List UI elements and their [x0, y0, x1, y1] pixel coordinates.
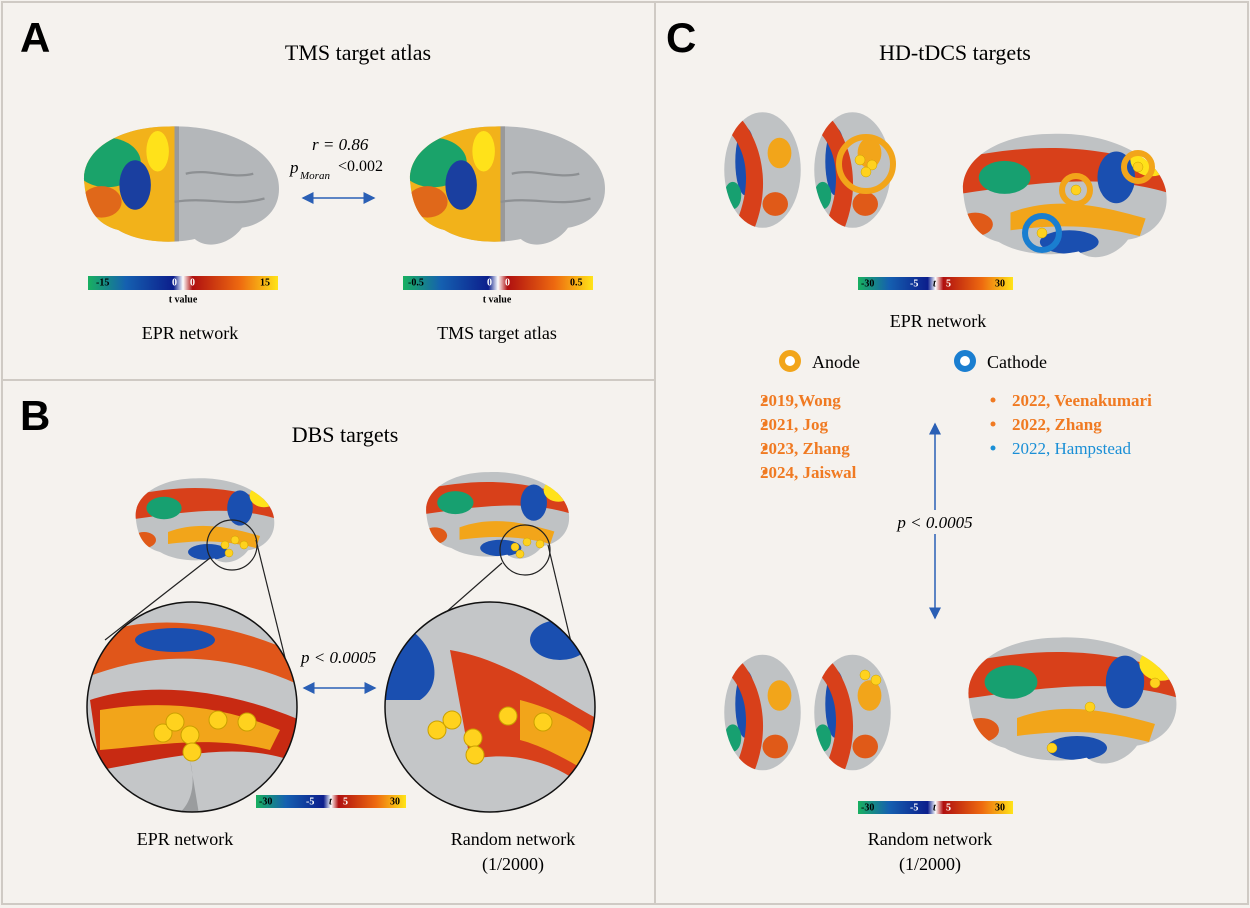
- p-subscript: Moran: [299, 170, 330, 182]
- caption-note: (1/2000): [899, 854, 961, 875]
- legend-label: Anode: [812, 352, 860, 372]
- label-backdrop: [885, 510, 985, 534]
- target-markers: [153, 706, 553, 765]
- colorbar-label: t value: [483, 294, 512, 305]
- target-markers: [220, 535, 545, 559]
- colorbar-tick: 5: [343, 796, 348, 807]
- anode-studies: 2019,Wong 2021, Jog 2023, Zhang 2024, Ja…: [760, 391, 857, 482]
- colorbar-tick: -5: [910, 802, 918, 813]
- legend-swatch: [954, 350, 976, 372]
- p-stat: p < 0.0005: [896, 513, 972, 532]
- target-markers: [854, 154, 1144, 239]
- colorbar-tick: 5: [946, 802, 951, 813]
- zoom-view: [385, 602, 595, 812]
- panel-label: C: [666, 14, 696, 61]
- colorbar-tick: -30: [259, 796, 272, 807]
- study: 2024, Jaiswal: [760, 463, 857, 482]
- legend-label: Cathode: [987, 352, 1047, 372]
- caption: Random network: [868, 829, 992, 849]
- caption: EPR network: [890, 311, 987, 331]
- panel-title: DBS targets: [292, 422, 399, 447]
- r-stat: r = 0.86: [312, 135, 369, 154]
- colorbar-tick: -15: [96, 277, 109, 288]
- study: 2019,Wong: [760, 391, 841, 410]
- colorbar-tick: 0: [505, 277, 510, 288]
- study: 2022, Veenakumari: [1012, 391, 1152, 410]
- zoom-circle: [86, 601, 298, 813]
- colorbar-tick: -0.5: [408, 277, 424, 288]
- colorbar-tick: 30: [995, 802, 1005, 813]
- caption: Random network: [451, 829, 575, 849]
- target-markers: [859, 669, 1161, 754]
- caption: EPR network: [142, 323, 239, 343]
- colorbar-tick: 0: [172, 277, 177, 288]
- colorbar: [403, 276, 593, 290]
- legend-swatch: [779, 350, 801, 372]
- panel-a: A TMS target atlas r = 0.86 p Moran <0.0…: [20, 14, 605, 343]
- colorbar-tick: -30: [861, 278, 874, 289]
- study: 2021, Jog: [760, 415, 829, 434]
- colorbar-tick: -30: [861, 802, 874, 813]
- colorbar-tick: 5: [946, 278, 951, 289]
- colorbar-tick: -5: [910, 278, 918, 289]
- colorbar: [88, 276, 278, 290]
- caption: TMS target atlas: [437, 323, 557, 343]
- panel-title: HD-tDCS targets: [879, 40, 1031, 65]
- panel-title: TMS target atlas: [285, 40, 431, 65]
- study: 2022, Zhang: [1012, 415, 1102, 434]
- colorbar: [858, 277, 1013, 290]
- colorbar-tick: 30: [390, 796, 400, 807]
- colorbar-label: t value: [169, 294, 198, 305]
- panel-c: C HD-tDCS targets -30 -5 t 5 30 EPR netw…: [666, 14, 1185, 875]
- target-rings: [836, 134, 1155, 253]
- colorbar: [858, 801, 1013, 814]
- study: 2023, Zhang: [760, 439, 850, 458]
- study: 2022, Hampstead: [1012, 439, 1131, 458]
- colorbar-tick: 0.5: [570, 277, 583, 288]
- caption-note: (1/2000): [482, 854, 544, 875]
- colorbar-tick: 0: [487, 277, 492, 288]
- colorbar-tick: 0: [190, 277, 195, 288]
- colorbar-tick: -5: [306, 796, 314, 807]
- p-stat: <0.002: [338, 158, 383, 175]
- colorbar-tick: t: [329, 796, 333, 807]
- p-stat: p < 0.0005: [300, 648, 376, 667]
- p-symbol: p: [289, 158, 299, 177]
- caption: EPR network: [137, 829, 234, 849]
- colorbar-tick: t: [933, 802, 937, 813]
- colorbar-tick: t: [933, 278, 937, 289]
- panel-label: B: [20, 392, 50, 439]
- colorbar: [256, 795, 406, 808]
- colorbar-tick: 15: [260, 277, 270, 288]
- panel-label: A: [20, 14, 50, 61]
- zoom-circle: [384, 601, 596, 813]
- cathode-studies: 2022, Veenakumari 2022, Zhang 2022, Hamp…: [990, 391, 1152, 458]
- colorbar-tick: 30: [995, 278, 1005, 289]
